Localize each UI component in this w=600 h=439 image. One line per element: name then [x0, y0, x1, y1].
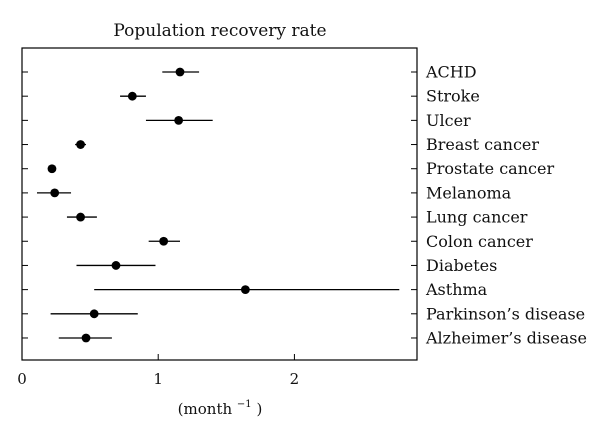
category-label: Melanoma: [426, 183, 512, 202]
category-label: ACHD: [425, 63, 477, 82]
data-point: [159, 236, 169, 246]
category-label: Parkinson’s disease: [426, 304, 585, 323]
y-ticks-right: [411, 71, 417, 339]
x-tick-labels: 0 1 2: [17, 370, 299, 388]
data-point: [81, 333, 91, 343]
x-axis-label-base: (month: [178, 400, 233, 418]
x-tick-label: 1: [153, 370, 163, 388]
y-ticks-left: [22, 71, 28, 339]
data-point: [240, 285, 250, 295]
category-label: Alzheimer’s disease: [425, 328, 587, 347]
data-point: [174, 115, 184, 125]
data-points: [47, 67, 250, 343]
category-labels: ACHD Stroke Ulcer Breast cancer Prostate can…: [425, 63, 587, 348]
plot-frame: [21, 47, 418, 361]
data-point: [111, 261, 121, 270]
category-label: Prostate cancer: [426, 159, 554, 178]
category-label: Stroke: [426, 87, 480, 106]
data-point: [127, 91, 137, 101]
data-point: [89, 309, 99, 319]
data-point: [76, 140, 85, 149]
data-point: [175, 67, 185, 77]
x-tick-label: 0: [17, 370, 27, 388]
x-tick-label: 2: [290, 370, 300, 388]
data-point: [50, 188, 60, 198]
x-ticks: [21, 354, 295, 360]
error-bars: [36, 71, 400, 339]
data-point: [47, 164, 57, 174]
x-axis-label-superscript: −1: [237, 399, 252, 410]
data-point: [76, 212, 85, 222]
x-axis-label: (month −1 ): [178, 393, 263, 418]
category-label: Breast cancer: [426, 135, 539, 154]
x-axis-label-close: ): [256, 400, 262, 418]
category-label: Colon cancer: [426, 232, 533, 251]
chart-title: Population recovery rate: [113, 21, 326, 41]
category-label: Ulcer: [426, 111, 471, 130]
category-label: Diabetes: [426, 256, 497, 275]
category-label: Lung cancer: [426, 208, 528, 227]
category-label: Asthma: [425, 280, 488, 299]
